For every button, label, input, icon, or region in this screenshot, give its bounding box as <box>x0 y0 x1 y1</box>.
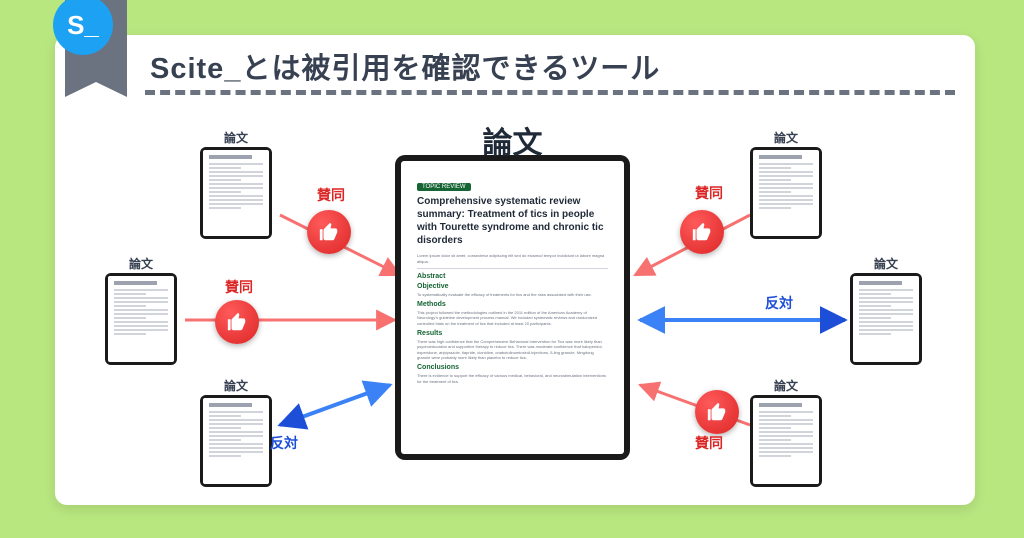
title-divider <box>145 90 955 95</box>
central-paper-content: TOPIC REVIEW Comprehensive systematic re… <box>401 161 624 454</box>
citing-paper-tl: 論文 <box>200 147 272 239</box>
relation-label: 反対 <box>270 433 298 453</box>
citing-paper-label: 論文 <box>874 255 898 272</box>
doc-title: Comprehensive systematic review summary:… <box>417 195 608 247</box>
thumbs-up-icon <box>307 210 351 254</box>
citing-paper-label: 論文 <box>774 377 798 394</box>
section-abstract: Abstract <box>417 273 608 280</box>
citing-paper-br: 論文 <box>750 395 822 487</box>
relation-label: 反対 <box>765 293 793 313</box>
citing-paper-tr: 論文 <box>750 147 822 239</box>
relation-label: 賛同 <box>225 277 253 297</box>
relation-label: 賛同 <box>695 183 723 203</box>
citing-paper-mr: 論文 <box>850 273 922 365</box>
section-results: Results <box>417 330 608 337</box>
section-conclusions: Conclusions <box>417 364 608 371</box>
relation-label: 賛同 <box>695 433 723 453</box>
central-paper: 論文 TOPIC REVIEW Comprehensive systematic… <box>395 155 630 460</box>
citing-paper-label: 論文 <box>129 255 153 272</box>
doc-tag: TOPIC REVIEW <box>417 183 471 191</box>
central-paper-label: 論文 <box>483 118 543 162</box>
citing-paper-bl: 論文 <box>200 395 272 487</box>
citing-paper-ml: 論文 <box>105 273 177 365</box>
citation-diagram: 論文 TOPIC REVIEW Comprehensive systematic… <box>55 105 975 500</box>
citing-paper-label: 論文 <box>224 129 248 146</box>
thumbs-up-icon <box>695 390 739 434</box>
section-objective: Objective <box>417 283 608 290</box>
relation-label: 賛同 <box>317 185 345 205</box>
content-card: Scite_とは被引用を確認できるツール <box>55 35 975 505</box>
thumbs-up-icon <box>215 300 259 344</box>
thumbs-up-icon <box>680 210 724 254</box>
citing-paper-label: 論文 <box>224 377 248 394</box>
section-methods: Methods <box>417 301 608 308</box>
citing-paper-label: 論文 <box>774 129 798 146</box>
logo-badge: S_ <box>55 0 140 90</box>
page-title: Scite_とは被引用を確認できるツール <box>150 45 660 87</box>
